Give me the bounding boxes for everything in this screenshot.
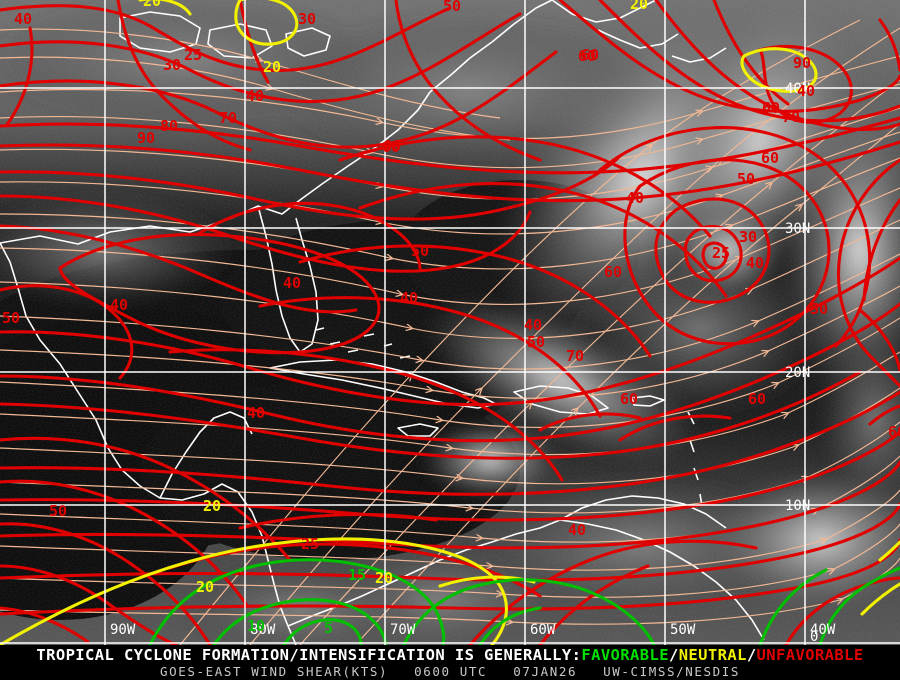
contour-label: 80 — [160, 117, 178, 135]
legend-favorable: FAVORABLE — [581, 646, 669, 664]
contour-label: 50 — [737, 170, 755, 188]
contour-label: 40 — [626, 189, 644, 207]
contour-label: 70 — [782, 108, 800, 126]
lat-label: 0 — [810, 629, 818, 645]
contour-label: 50 — [411, 242, 429, 260]
lat-label: 40N — [785, 81, 810, 97]
contour-label: 30 — [163, 56, 181, 74]
contour-label: 20 — [143, 0, 161, 10]
contour-label: 70 — [566, 347, 584, 365]
contour-label: 40 — [14, 10, 32, 28]
contour-label: 40 — [746, 254, 764, 272]
contour-label: 60 — [383, 137, 401, 155]
contour-label: 40 — [246, 87, 264, 105]
lon-label: 40W — [810, 622, 836, 638]
map-svg: 90W 80W 70W 60W 50W 40W 40N 30N 20N 10N … — [0, 0, 900, 645]
satellite-wind-shear-map[interactable]: 90W 80W 70W 60W 50W 40W 40N 30N 20N 10N … — [0, 0, 900, 645]
lon-label: 70W — [390, 622, 416, 638]
contour-label: 60 — [620, 390, 638, 408]
contour-label: 5 — [324, 619, 333, 637]
contour-label: 20 — [263, 58, 281, 76]
lon-label: 60W — [530, 622, 556, 638]
contour-label: 90 — [793, 54, 811, 72]
caption-subline: GOES-EAST WIND SHEAR(KTS) 0600 UTC 07JAN26… — [0, 664, 900, 679]
contour-label: 50 — [527, 333, 545, 351]
contour-label: 60 — [581, 46, 599, 64]
product-time: 0600 UTC — [414, 664, 488, 679]
contour-label: 90 — [137, 129, 155, 147]
contour-label: 60 — [604, 263, 622, 281]
contour-label: 40 — [283, 274, 301, 292]
lon-label: 90W — [110, 622, 136, 638]
contour-label: 70 — [219, 109, 237, 127]
contour-label: 60 — [578, 47, 596, 65]
contour-label: 60 — [762, 99, 780, 117]
contour-label: 25 — [301, 535, 319, 553]
contour-label: 40 — [110, 296, 128, 314]
contour-label: 20 — [630, 0, 648, 13]
contour-label: 25 — [712, 244, 730, 262]
contour-label: 40 — [524, 316, 542, 334]
product-date: 07JAN26 — [513, 664, 578, 679]
lon-label: 80W — [250, 622, 276, 638]
product-source: GOES-EAST WIND SHEAR(KTS) — [160, 664, 389, 679]
contour-label: 20 — [196, 578, 214, 596]
contour-label: 20 — [375, 569, 393, 587]
graticule-label-layer: 90W 80W 70W 60W 50W 40W 40N 30N 20N 10N … — [110, 81, 836, 645]
contour-label: 40 — [568, 521, 586, 539]
contour-label: 50 — [2, 309, 20, 327]
lat-label: 10N — [785, 498, 810, 514]
contour-label: 60 — [382, 138, 400, 156]
legend-neutral: NEUTRAL — [678, 646, 747, 664]
contour-label: 50 — [443, 0, 461, 15]
contour-label: 25 — [184, 46, 202, 64]
contour-label: 60 — [748, 390, 766, 408]
caption-bar: TROPICAL CYCLONE FORMATION/INTENSIFICATI… — [0, 645, 900, 680]
contour-label: 10 — [247, 617, 265, 635]
contour-label: 50 — [810, 300, 828, 318]
contour-label: 15 — [348, 566, 366, 584]
lon-label: 50W — [670, 622, 696, 638]
contour-label: 20 — [203, 497, 221, 515]
contour-label: 40 — [797, 82, 815, 100]
caption-separator-1: / — [668, 646, 679, 664]
caption-prefix: TROPICAL CYCLONE FORMATION/INTENSIFICATI… — [36, 646, 582, 664]
lat-label: 20N — [785, 365, 810, 381]
contour-label: 60 — [761, 149, 779, 167]
contour-label: 30 — [298, 10, 316, 28]
legend-unfavorable: UNFAVORABLE — [756, 646, 864, 664]
caption-separator-2: / — [746, 646, 757, 664]
lat-label: 30N — [785, 221, 810, 237]
isotach-layer-favorable — [148, 558, 900, 645]
caption-main: TROPICAL CYCLONE FORMATION/INTENSIFICATI… — [0, 646, 900, 664]
graticule-layer — [0, 0, 900, 645]
contour-label: 40 — [400, 289, 418, 307]
contour-label: 50 — [49, 502, 67, 520]
contour-label: 30 — [739, 228, 757, 246]
product-credit: UW-CIMSS/NESDIS — [603, 664, 740, 679]
contour-label: 40 — [247, 404, 265, 422]
contour-label: 60 — [888, 423, 900, 441]
